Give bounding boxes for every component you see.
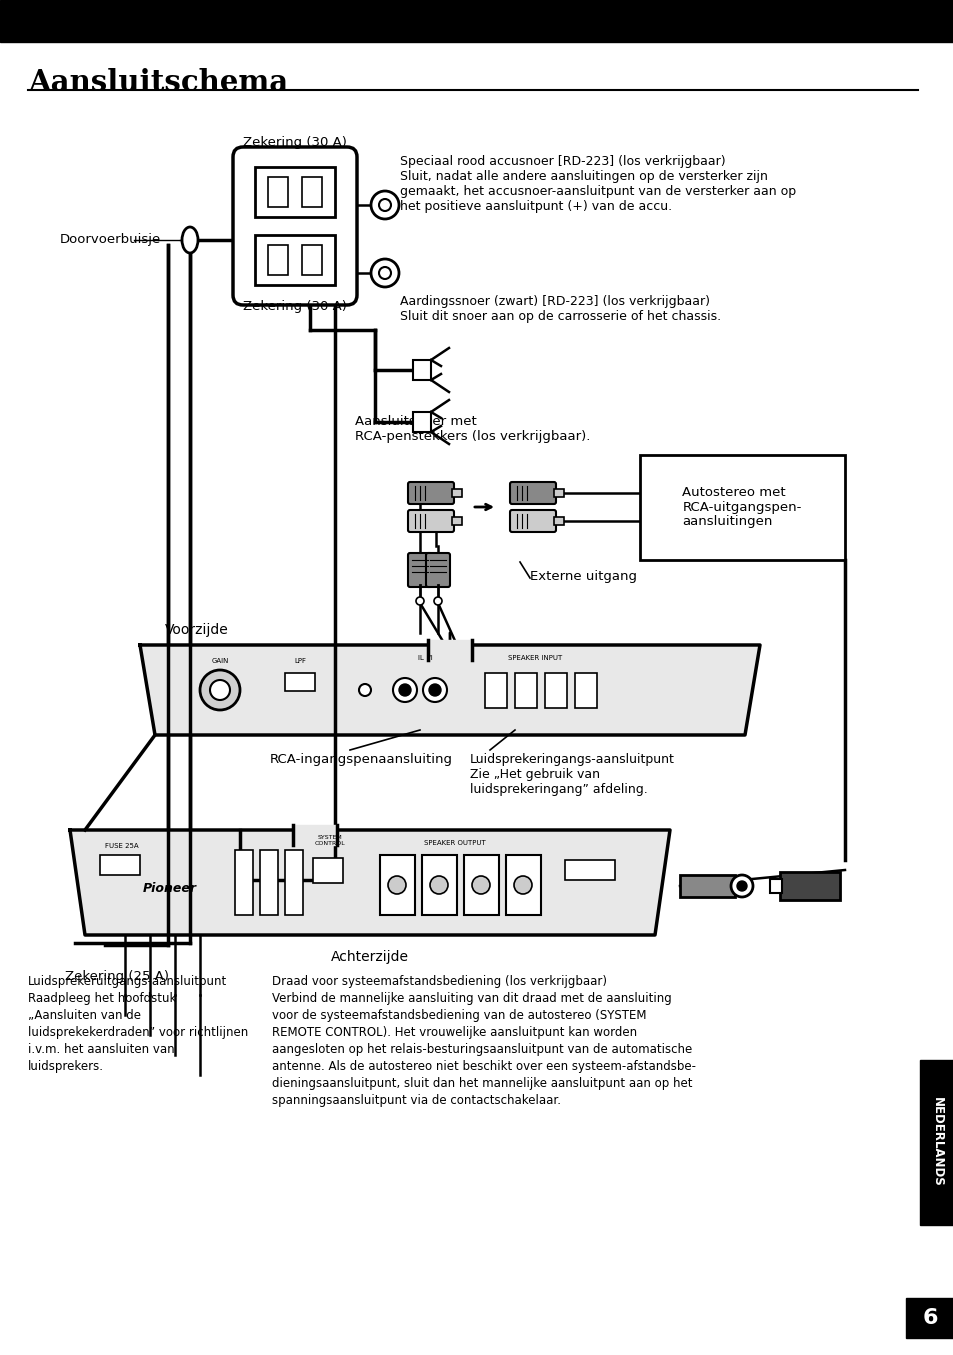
- Text: Zekering (30 A): Zekering (30 A): [243, 299, 347, 313]
- Circle shape: [371, 259, 398, 287]
- Text: Voorzijde: Voorzijde: [165, 623, 229, 637]
- FancyBboxPatch shape: [408, 553, 432, 587]
- Bar: [0, 0, 953, 42]
- Bar: [254, 234, 335, 285]
- Bar: [260, 850, 277, 915]
- Circle shape: [378, 267, 391, 279]
- Text: NEDERLANDS: NEDERLANDS: [929, 1098, 943, 1187]
- Circle shape: [398, 684, 411, 696]
- Text: Achterzijde: Achterzijde: [331, 950, 409, 963]
- Bar: [293, 825, 336, 846]
- Text: Zekering (25 A): Zekering (25 A): [65, 970, 169, 982]
- Circle shape: [514, 875, 532, 894]
- Text: Aansluitsnoer met
RCA-penstekkers (los verkrijgbaar).: Aansluitsnoer met RCA-penstekkers (los v…: [355, 415, 590, 443]
- Circle shape: [393, 678, 416, 702]
- Text: Aardingssnoer (zwart) [RD-223] (los verkrijgbaar)
Sluit dit snoer aan op de carr: Aardingssnoer (zwart) [RD-223] (los verk…: [399, 295, 720, 322]
- Bar: [769, 879, 781, 893]
- FancyBboxPatch shape: [426, 553, 450, 587]
- Bar: [313, 858, 343, 883]
- Bar: [285, 673, 314, 691]
- Bar: [379, 855, 415, 915]
- Ellipse shape: [182, 228, 198, 253]
- Bar: [100, 855, 140, 875]
- Circle shape: [472, 875, 490, 894]
- Circle shape: [422, 678, 447, 702]
- FancyBboxPatch shape: [510, 482, 556, 504]
- Circle shape: [416, 598, 423, 604]
- Text: Speciaal rood accusnoer [RD-223] (los verkrijgbaar)
Sluit, nadat alle andere aan: Speciaal rood accusnoer [RD-223] (los ve…: [399, 154, 796, 213]
- Circle shape: [388, 875, 406, 894]
- Bar: [679, 875, 734, 897]
- FancyBboxPatch shape: [510, 509, 556, 533]
- Text: RCA-ingangspenaansluiting: RCA-ingangspenaansluiting: [270, 753, 453, 766]
- Bar: [234, 850, 253, 915]
- Bar: [905, 1298, 953, 1337]
- Bar: [544, 673, 566, 709]
- Bar: [554, 489, 563, 497]
- Bar: [505, 855, 540, 915]
- Bar: [564, 860, 615, 879]
- Bar: [428, 640, 472, 660]
- Bar: [268, 245, 288, 275]
- Circle shape: [371, 191, 398, 220]
- Text: Externe uitgang: Externe uitgang: [530, 570, 637, 583]
- Text: Zekering (30 A): Zekering (30 A): [243, 136, 347, 149]
- Circle shape: [429, 684, 440, 696]
- Bar: [413, 412, 431, 432]
- Bar: [463, 855, 498, 915]
- Text: IL  /I: IL /I: [417, 654, 432, 661]
- Polygon shape: [140, 645, 760, 734]
- Bar: [452, 489, 461, 497]
- Bar: [285, 850, 303, 915]
- Bar: [484, 673, 506, 709]
- Text: Draad voor systeemafstandsbediening (los verkrijgbaar)
Verbind de mannelijke aan: Draad voor systeemafstandsbediening (los…: [272, 976, 696, 1107]
- Text: LPF: LPF: [294, 659, 306, 664]
- Bar: [575, 673, 597, 709]
- Circle shape: [430, 875, 448, 894]
- Bar: [413, 360, 431, 379]
- Text: Pioneer: Pioneer: [143, 882, 196, 894]
- Text: SPEAKER OUTPUT: SPEAKER OUTPUT: [424, 840, 485, 846]
- Circle shape: [730, 875, 752, 897]
- Bar: [421, 855, 456, 915]
- Bar: [302, 178, 322, 207]
- Bar: [452, 518, 461, 524]
- Bar: [919, 1060, 953, 1225]
- Text: 6: 6: [922, 1308, 937, 1328]
- Bar: [639, 455, 844, 560]
- Circle shape: [358, 684, 371, 696]
- FancyBboxPatch shape: [233, 146, 356, 305]
- Text: SPEAKER INPUT: SPEAKER INPUT: [507, 654, 561, 661]
- Bar: [268, 178, 288, 207]
- Circle shape: [434, 598, 441, 604]
- Bar: [302, 245, 322, 275]
- Text: Autostereo met
RCA-uitgangspen-
aansluitingen: Autostereo met RCA-uitgangspen- aansluit…: [681, 485, 801, 528]
- Polygon shape: [70, 831, 669, 935]
- Text: Luidsprekeringangs-aansluitpunt
Zie „Het gebruik van
luidsprekeringang” afdeling: Luidsprekeringangs-aansluitpunt Zie „Het…: [470, 753, 674, 795]
- Text: Doorvoerbuisje: Doorvoerbuisje: [60, 233, 161, 247]
- Text: SYSTEM
CONTROL: SYSTEM CONTROL: [314, 835, 345, 846]
- FancyBboxPatch shape: [408, 482, 454, 504]
- Text: GAIN: GAIN: [212, 659, 229, 664]
- Circle shape: [210, 680, 230, 701]
- Circle shape: [200, 669, 240, 710]
- Text: Luidsprekeruitgangs-aansluitpunt
Raadpleeg het hoofdstuk
„Aansluiten van de
luid: Luidsprekeruitgangs-aansluitpunt Raadple…: [28, 976, 248, 1073]
- FancyBboxPatch shape: [408, 509, 454, 533]
- Bar: [254, 167, 335, 217]
- Bar: [515, 673, 537, 709]
- Circle shape: [737, 881, 746, 892]
- Bar: [780, 873, 840, 900]
- Circle shape: [378, 199, 391, 211]
- Text: FUSE 25A: FUSE 25A: [105, 843, 138, 850]
- Text: Aansluitschema: Aansluitschema: [28, 68, 288, 98]
- Bar: [554, 518, 563, 524]
